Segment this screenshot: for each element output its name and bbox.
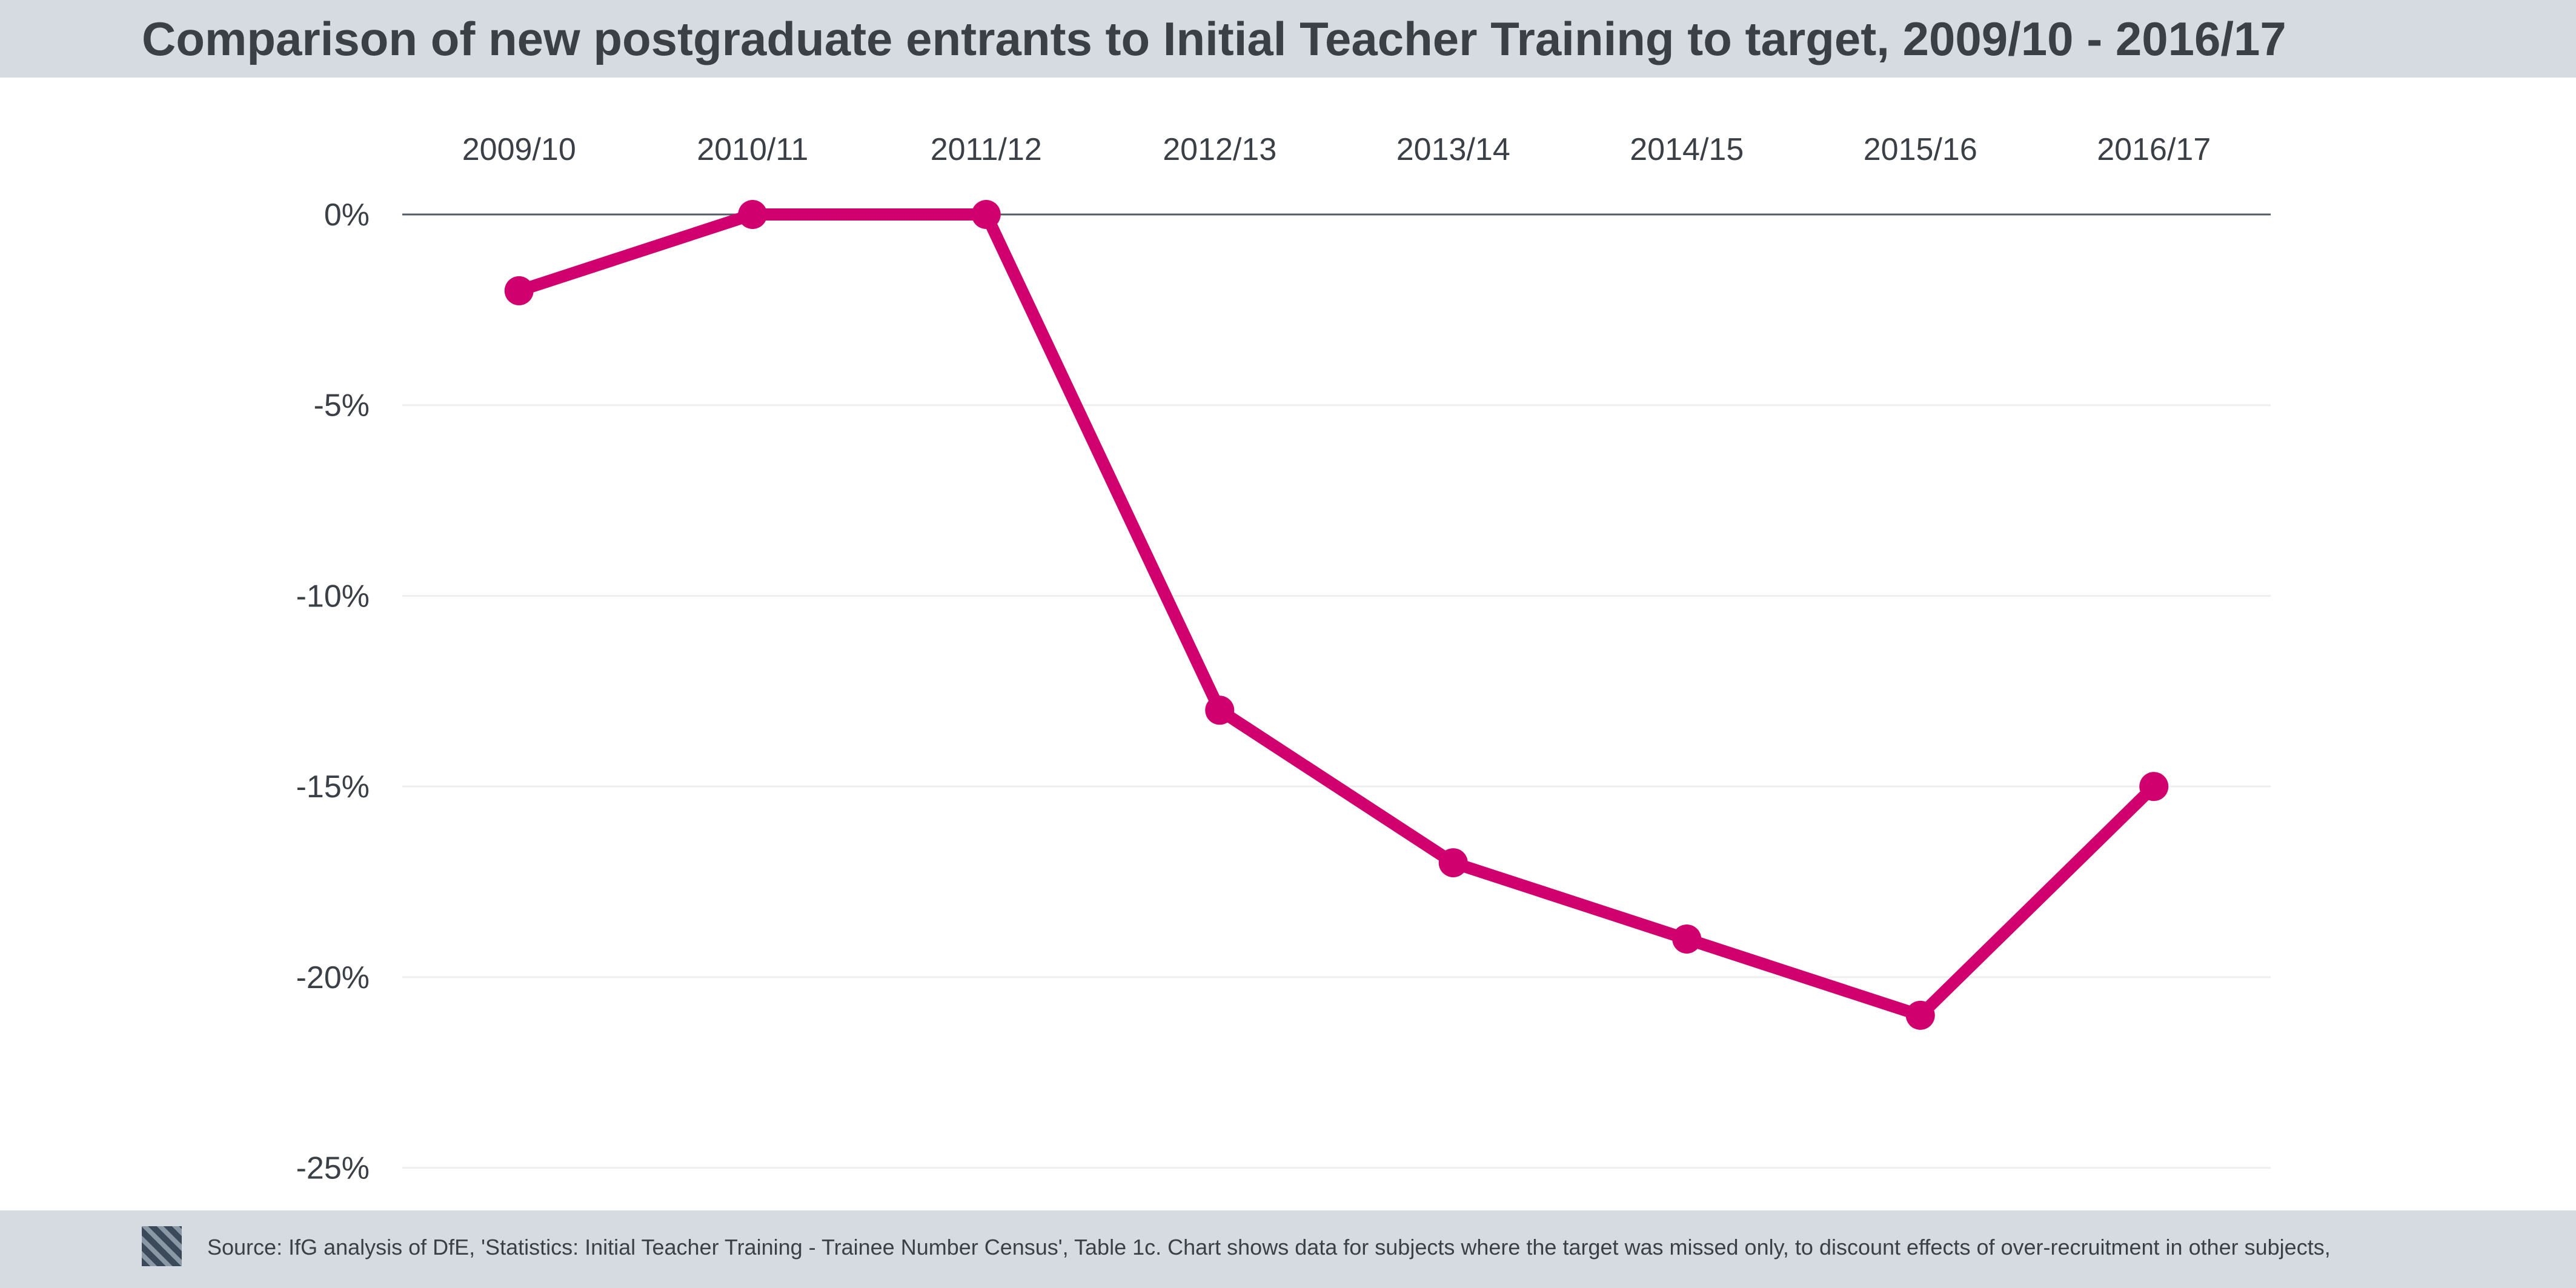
title-bar: Comparison of new postgraduate entrants … bbox=[0, 0, 2576, 78]
data-point bbox=[2139, 772, 2169, 802]
x-tick-label: 2009/10 bbox=[462, 132, 576, 167]
source-note: Source: IfG analysis of DfE, 'Statistics… bbox=[207, 1235, 2331, 1260]
x-axis-tick-labels: 2009/10 2010/11 2011/12 2012/13 2013/14 2014/… bbox=[462, 132, 2211, 167]
x-tick-label: 2016/17 bbox=[2097, 132, 2211, 167]
y-tick-label: 0% bbox=[324, 198, 370, 233]
y-tick-label: -5% bbox=[314, 388, 370, 423]
y-tick-label: -10% bbox=[296, 579, 370, 614]
line-chart: 0% -5% -10% -15% -20% -25% 2009/10 2010/11 2011… bbox=[296, 132, 2271, 1186]
gridlines bbox=[402, 213, 2271, 1169]
series-line-path bbox=[513, 208, 2160, 1023]
source-bar: Source: IfG analysis of DfE, 'Statistics… bbox=[0, 1210, 2576, 1288]
data-point bbox=[504, 276, 534, 305]
x-tick-label: 2015/16 bbox=[1864, 132, 1977, 167]
ifg-logo-icon bbox=[142, 1226, 182, 1266]
data-point bbox=[1905, 1000, 1935, 1030]
data-point bbox=[738, 200, 768, 229]
data-point bbox=[1438, 848, 1468, 878]
data-points bbox=[504, 200, 2169, 1030]
y-tick-label: -25% bbox=[296, 1151, 370, 1186]
y-tick-label: -20% bbox=[296, 960, 370, 995]
series-line bbox=[513, 208, 2160, 1023]
data-point bbox=[1672, 924, 1702, 954]
x-tick-label: 2012/13 bbox=[1163, 132, 1276, 167]
y-tick-label: -15% bbox=[296, 769, 370, 805]
x-tick-label: 2014/15 bbox=[1630, 132, 1744, 167]
y-axis-tick-labels: 0% -5% -10% -15% -20% -25% bbox=[296, 198, 370, 1186]
x-tick-label: 2013/14 bbox=[1396, 132, 1510, 167]
chart-title: Comparison of new postgraduate entrants … bbox=[142, 12, 2286, 65]
x-tick-label: 2011/12 bbox=[931, 132, 1042, 167]
x-tick-label: 2010/11 bbox=[697, 132, 808, 167]
data-point bbox=[971, 200, 1001, 229]
data-point bbox=[1205, 695, 1235, 725]
